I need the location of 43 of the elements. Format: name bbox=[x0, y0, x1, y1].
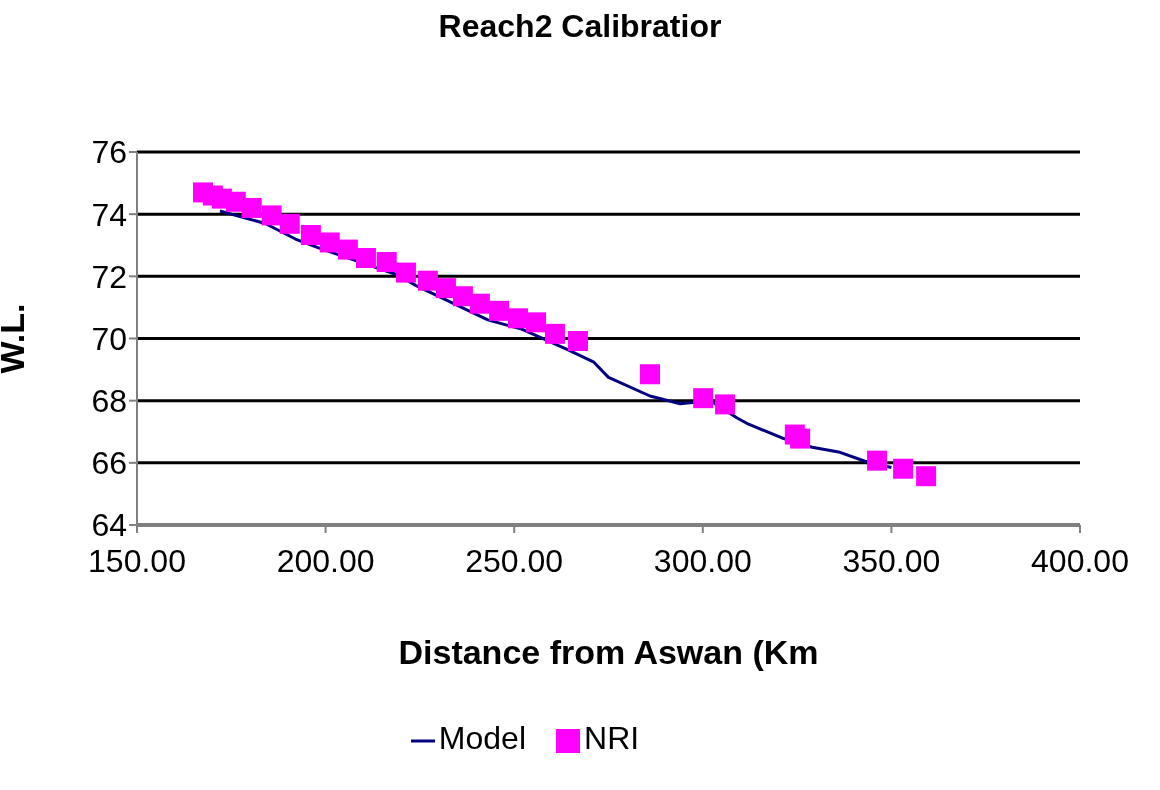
chart-title: Reach2 Calibratior bbox=[438, 8, 722, 44]
point bbox=[261, 205, 282, 226]
point bbox=[639, 364, 660, 385]
point bbox=[916, 466, 937, 487]
point bbox=[469, 293, 490, 314]
point bbox=[376, 252, 397, 273]
point bbox=[241, 197, 262, 218]
point bbox=[489, 300, 510, 321]
point bbox=[867, 450, 888, 471]
point bbox=[715, 394, 736, 415]
point bbox=[893, 458, 914, 479]
point bbox=[300, 224, 321, 245]
x-tick-label: 200.00 bbox=[276, 542, 375, 579]
point bbox=[790, 428, 811, 449]
point bbox=[417, 270, 438, 291]
y-tick-label: 66 bbox=[91, 445, 127, 482]
y-axis-title: W.L. bbox=[0, 303, 32, 374]
point bbox=[435, 278, 456, 299]
y-tick-label: 64 bbox=[91, 507, 127, 544]
legend-label: NRI bbox=[584, 720, 640, 756]
point bbox=[693, 388, 714, 409]
x-tick-label: 400.00 bbox=[1031, 542, 1129, 579]
x-tick-label: 300.00 bbox=[653, 542, 752, 579]
point bbox=[355, 247, 376, 268]
point bbox=[526, 312, 547, 333]
x-tick-label: 150.00 bbox=[88, 542, 186, 579]
point bbox=[395, 262, 416, 283]
legend-label: Model bbox=[438, 720, 527, 756]
x-tick-label: 350.00 bbox=[842, 542, 941, 579]
point bbox=[507, 308, 528, 329]
point bbox=[567, 330, 588, 351]
y-tick-label: 72 bbox=[91, 258, 127, 295]
point bbox=[337, 239, 358, 260]
x-tick-label: 250.00 bbox=[465, 542, 564, 579]
point bbox=[452, 286, 473, 307]
y-tick-label: 74 bbox=[91, 196, 127, 233]
point bbox=[319, 232, 340, 253]
y-tick-label: 70 bbox=[91, 320, 127, 357]
x-axis-title: Distance from Aswan (Km bbox=[398, 633, 819, 672]
y-tick-label: 68 bbox=[91, 383, 127, 420]
y-tick-label: 76 bbox=[91, 134, 127, 171]
point bbox=[279, 213, 300, 234]
point bbox=[544, 323, 565, 344]
